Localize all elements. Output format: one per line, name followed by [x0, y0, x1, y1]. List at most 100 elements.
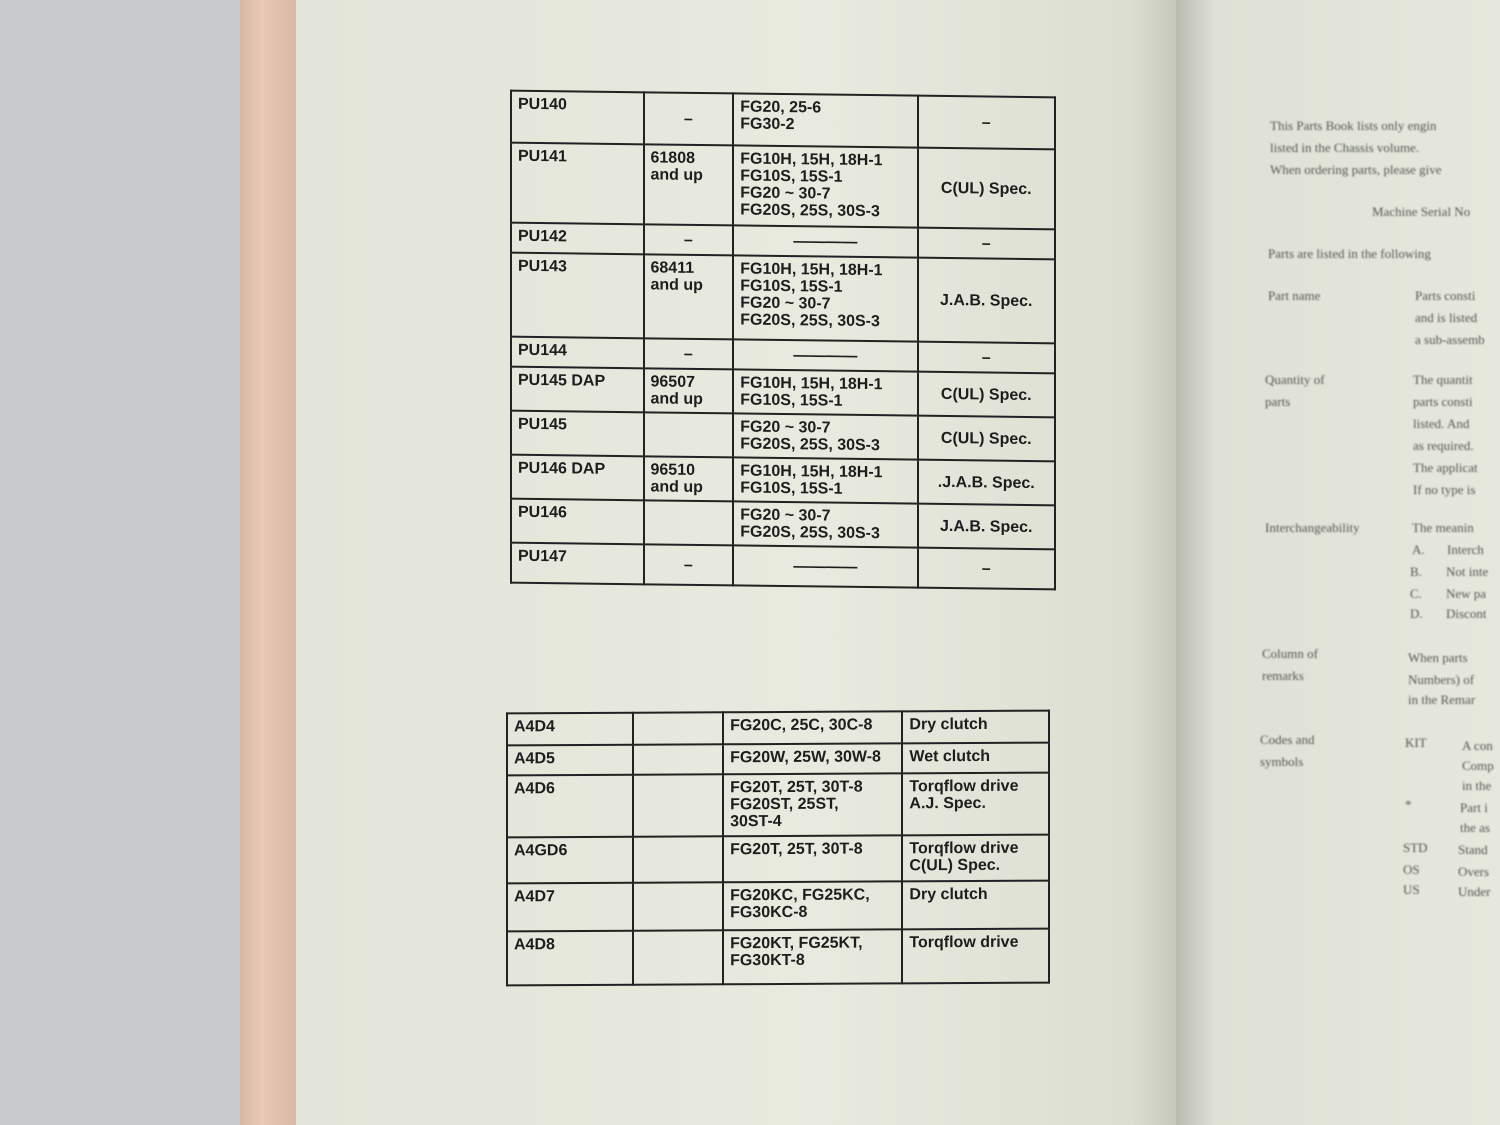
applicable-models-cell: FG20 ~ 30-7 FG20S, 25S, 30S-3: [733, 413, 918, 460]
right-page-line: Under: [1458, 884, 1491, 899]
left-page: [296, 0, 1176, 1125]
part-code-cell: PU146 DAP: [511, 454, 644, 501]
part-code-cell: A4D8: [507, 930, 633, 986]
part-code-cell: A4D4: [507, 712, 633, 746]
right-page-line: Quantity of: [1265, 372, 1325, 387]
applicable-models-cell: FG10H, 15H, 18H-1 FG10S, 15S-1 FG20 ~ 30…: [733, 145, 918, 228]
right-page-line: parts consti: [1413, 394, 1473, 409]
applicable-models-cell: FG20KT, FG25KT, FG30KT-8: [723, 929, 903, 985]
serial-no-cell: 61808 and up: [643, 144, 734, 226]
part-code-cell: A4GD6: [507, 836, 633, 884]
applicable-models-cell: FG20T, 25T, 30T-8: [723, 835, 903, 883]
remarks-cell: –: [917, 341, 1055, 374]
serial-no-cell: [643, 500, 734, 546]
applicable-models-cell: FG20KC, FG25KC, FG30KC-8: [723, 881, 903, 931]
right-page-line: Overs: [1458, 864, 1490, 879]
table-row: PU147– ———— –: [511, 542, 1055, 590]
right-page-line: in the: [1462, 778, 1492, 793]
right-page-line: The meanin: [1412, 520, 1474, 535]
part-code-cell: PU142: [511, 222, 644, 255]
right-page-line: remarks: [1262, 668, 1304, 683]
serial-no-cell: [632, 836, 724, 883]
applicable-models-cell: ————: [733, 339, 918, 372]
right-page-line: STD: [1403, 840, 1428, 855]
part-code-cell: A4D5: [507, 744, 633, 776]
serial-no-cell: 96507 and up: [643, 368, 734, 414]
part-code-cell: PU144: [511, 336, 644, 369]
right-page-line: Machine Serial No: [1372, 204, 1471, 219]
remarks-cell: C(UL) Spec.: [917, 371, 1055, 418]
right-page-line: Parts are listed in the following: [1268, 246, 1431, 261]
right-page-line: B.: [1410, 564, 1422, 579]
table-row: A4D4 FG20C, 25C, 30C-8 Dry clutch: [507, 710, 1049, 746]
right-page-line: When parts: [1408, 650, 1468, 665]
applicable-models-cell: FG20T, 25T, 30T-8 FG20ST, 25ST, 30ST-4: [723, 773, 903, 837]
table-row: A4D6 FG20T, 25T, 30T-8 FG20ST, 25ST, 30ST…: [507, 772, 1049, 838]
right-page-line: listed in the Chassis volume.: [1270, 140, 1420, 155]
right-page-line: a sub-assemb: [1415, 332, 1485, 347]
applicable-models-cell: FG20 ~ 30-7 FG20S, 25S, 30S-3: [733, 501, 918, 548]
right-page-line: Column of: [1262, 646, 1318, 661]
right-page-line: the as: [1460, 820, 1490, 835]
right-page-line: in the Remar: [1408, 692, 1476, 707]
part-code-cell: A4D7: [507, 882, 633, 932]
right-page-line: symbols: [1260, 754, 1304, 769]
right-page: [1176, 0, 1500, 1125]
applicable-models-cell: ————: [733, 225, 918, 258]
right-page-line: This Parts Book lists only engin: [1270, 118, 1437, 133]
part-code-cell: PU141: [511, 142, 644, 225]
applicable-models-cell: FG10H, 15H, 18H-1 FG10S, 15S-1: [733, 457, 918, 504]
right-page-line: *: [1405, 797, 1412, 812]
serial-no-cell: [632, 774, 724, 837]
right-page-line: C.: [1410, 586, 1422, 601]
right-page-line: When ordering parts, please give: [1270, 162, 1442, 177]
applicable-models-cell: ————: [733, 545, 918, 588]
parts-table-a4d: A4D4 FG20C, 25C, 30C-8 Dry clutch A4D5 FG20W…: [506, 710, 1050, 987]
remarks-cell: Dry clutch: [902, 710, 1049, 744]
remarks-cell: C(UL) Spec.: [917, 415, 1055, 462]
parts-table-pu: PU140– FG20, 25-6 FG30-2– PU141 61808 and u…: [510, 90, 1056, 591]
part-code-cell: PU147: [511, 542, 644, 585]
table-row: PU146 DAP 96510 and up FG10H, 15H, 18H-1 F…: [511, 454, 1055, 506]
serial-no-cell: –: [643, 224, 734, 256]
part-code-cell: PU143: [511, 252, 644, 339]
remarks-cell: J.A.B. Spec.: [917, 257, 1055, 344]
right-page-line: OS: [1403, 862, 1420, 877]
remarks-cell: –: [917, 547, 1055, 590]
part-code-cell: PU140: [511, 90, 644, 145]
right-page-line: The quantit: [1413, 372, 1473, 387]
right-page-line: A.: [1412, 542, 1425, 557]
remarks-cell: Torqflow drive C(UL) Spec.: [902, 834, 1049, 882]
table-row: PU145 FG20 ~ 30-7 FG20S, 25S, 30S-3 C(UL) …: [511, 410, 1055, 462]
applicable-models-cell: FG20C, 25C, 30C-8: [723, 711, 903, 745]
serial-no-cell: –: [643, 92, 734, 146]
serial-no-cell: [632, 930, 724, 985]
right-page-line: as required.: [1413, 438, 1474, 453]
right-page-line: Codes and: [1260, 732, 1315, 747]
right-page-line: New pa: [1446, 586, 1487, 601]
applicable-models-cell: FG10H, 15H, 18H-1 FG10S, 15S-1 FG20 ~ 30…: [733, 255, 918, 342]
table-row: PU145 DAP 96507 and up FG10H, 15H, 18H-1 F…: [511, 366, 1055, 418]
right-page-line: A con: [1462, 738, 1493, 753]
right-page-line: and is listed: [1415, 310, 1478, 325]
part-code-cell: PU146: [511, 498, 644, 545]
remarks-cell: –: [917, 95, 1055, 150]
right-page-line: Not inte: [1446, 564, 1489, 579]
table-row: PU143 68411 and up FG10H, 15H, 18H-1 FG10S…: [511, 252, 1055, 344]
book-edge: [240, 0, 298, 1125]
table-row: A4D5 FG20W, 25W, 30W-8 Wet clutch: [507, 742, 1049, 776]
table-row: A4GD6 FG20T, 25T, 30T-8 Torqflow drive C(U…: [507, 834, 1049, 884]
right-page-line: listed. And: [1413, 416, 1470, 431]
right-page-line: Stand: [1458, 842, 1488, 857]
table-row: A4D8 FG20KT, FG25KT, FG30KT-8 Torqflow dri…: [507, 928, 1049, 986]
right-page-line: Interchangeability: [1265, 520, 1360, 535]
right-page-line: US: [1403, 882, 1420, 897]
right-page-line: Comp: [1462, 758, 1494, 773]
table-row: A4D7 FG20KC, FG25KC, FG30KC-8 Dry clutch: [507, 880, 1049, 932]
applicable-models-cell: FG20W, 25W, 30W-8: [723, 743, 903, 775]
serial-no-cell: [643, 412, 734, 458]
serial-no-cell: 68411 and up: [643, 254, 734, 340]
part-code-cell: A4D6: [507, 774, 633, 838]
remarks-cell: Wet clutch: [902, 742, 1049, 774]
right-page-line: D.: [1410, 606, 1423, 621]
